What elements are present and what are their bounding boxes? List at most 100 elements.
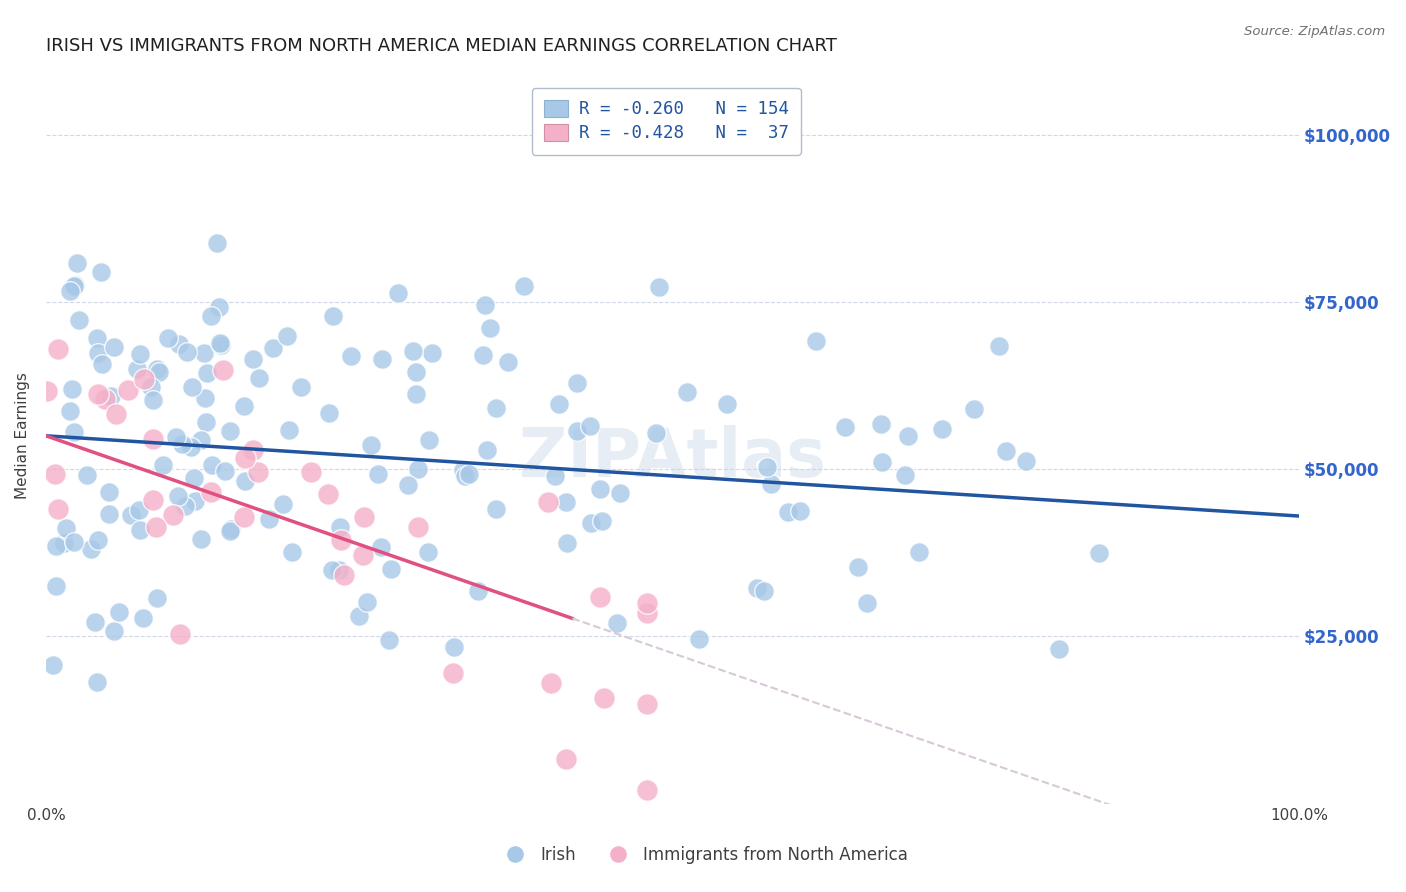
Point	[496, 355, 519, 369]
Point	[752, 584, 775, 599]
Point	[644, 426, 666, 441]
Point	[142, 393, 165, 408]
Point	[232, 509, 254, 524]
Point	[247, 466, 270, 480]
Point	[356, 595, 378, 609]
Point	[330, 533, 353, 547]
Point	[555, 752, 578, 766]
Point	[194, 391, 217, 405]
Point	[148, 365, 170, 379]
Point	[353, 509, 375, 524]
Point	[370, 540, 392, 554]
Point	[63, 278, 86, 293]
Point	[176, 345, 198, 359]
Point	[589, 590, 612, 604]
Point	[208, 335, 231, 350]
Point	[328, 564, 350, 578]
Point	[278, 423, 301, 437]
Point	[103, 624, 125, 638]
Point	[157, 331, 180, 345]
Point	[242, 351, 264, 366]
Point	[443, 640, 465, 655]
Point	[46, 343, 69, 357]
Text: Source: ZipAtlas.com: Source: ZipAtlas.com	[1244, 25, 1385, 38]
Point	[589, 482, 612, 496]
Point	[55, 521, 77, 535]
Point	[406, 462, 429, 476]
Point	[120, 508, 142, 522]
Point	[90, 265, 112, 279]
Point	[169, 627, 191, 641]
Point	[214, 464, 236, 478]
Point	[233, 475, 256, 489]
Point	[271, 496, 294, 510]
Point	[340, 349, 363, 363]
Point	[167, 337, 190, 351]
Point	[544, 469, 567, 483]
Point	[555, 536, 578, 550]
Point	[247, 371, 270, 385]
Point	[87, 387, 110, 401]
Point	[804, 334, 827, 349]
Point	[789, 504, 811, 518]
Point	[146, 361, 169, 376]
Point	[190, 433, 212, 447]
Point	[87, 346, 110, 360]
Point	[63, 534, 86, 549]
Point	[232, 400, 254, 414]
Point	[856, 596, 879, 610]
Point	[547, 397, 569, 411]
Point	[46, 501, 69, 516]
Point	[183, 471, 205, 485]
Legend: Irish, Immigrants from North America: Irish, Immigrants from North America	[492, 839, 914, 871]
Point	[131, 611, 153, 625]
Point	[98, 507, 121, 521]
Point	[197, 366, 219, 380]
Point	[80, 541, 103, 556]
Y-axis label: Median Earnings: Median Earnings	[15, 372, 30, 500]
Point	[174, 499, 197, 513]
Point	[242, 443, 264, 458]
Point	[42, 658, 65, 673]
Point	[212, 363, 235, 377]
Point	[637, 697, 659, 711]
Point	[76, 468, 98, 483]
Point	[776, 505, 799, 519]
Point	[262, 341, 284, 355]
Point	[37, 384, 59, 398]
Point	[233, 450, 256, 465]
Point	[474, 297, 496, 311]
Point	[581, 516, 603, 530]
Point	[165, 430, 187, 444]
Point	[637, 595, 659, 609]
Point	[988, 339, 1011, 353]
Point	[454, 469, 477, 483]
Point	[688, 632, 710, 646]
Point	[963, 401, 986, 416]
Point	[408, 520, 430, 534]
Point	[86, 331, 108, 345]
Point	[299, 465, 322, 479]
Point	[378, 633, 401, 648]
Text: IRISH VS IMMIGRANTS FROM NORTH AMERICA MEDIAN EARNINGS CORRELATION CHART: IRISH VS IMMIGRANTS FROM NORTH AMERICA M…	[46, 37, 837, 55]
Point	[103, 340, 125, 354]
Point	[329, 520, 352, 534]
Point	[555, 495, 578, 509]
Point	[170, 437, 193, 451]
Point	[371, 351, 394, 366]
Point	[1015, 454, 1038, 468]
Point	[190, 533, 212, 547]
Point	[100, 389, 122, 403]
Point	[352, 548, 374, 562]
Point	[219, 424, 242, 438]
Point	[418, 433, 440, 447]
Point	[467, 584, 489, 599]
Point	[180, 440, 202, 454]
Point	[907, 545, 929, 559]
Point	[146, 591, 169, 606]
Point	[676, 385, 699, 400]
Point	[416, 545, 439, 559]
Point	[59, 284, 82, 298]
Point	[200, 309, 222, 323]
Point	[184, 494, 207, 508]
